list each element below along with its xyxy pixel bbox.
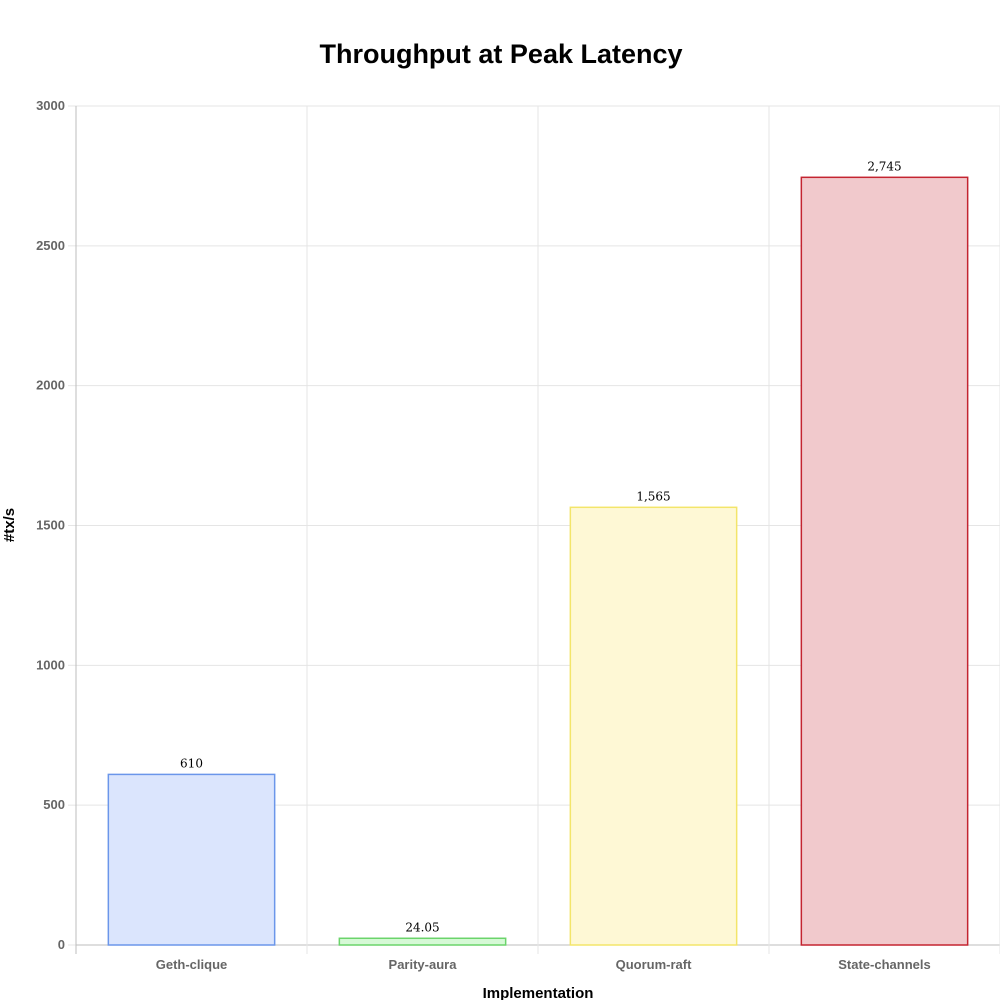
bar-quorum-raft[interactable] [569,506,738,946]
x-axis-title: Implementation [483,985,594,1000]
bar-state-channels[interactable] [800,176,969,946]
y-tick-label: 2500 [36,238,65,253]
data-label: 610 [180,756,203,770]
y-tick-label: 2000 [36,378,65,393]
y-tick-label: 1000 [36,657,65,672]
x-tick-label: Quorum-raft [616,957,693,972]
bar-parity-aura[interactable] [338,937,507,946]
bars [107,176,969,946]
data-labels: 610 24.05 1,565 2,745 [180,159,902,934]
y-tick-label: 1500 [36,518,65,533]
x-tick-label: State-channels [838,957,930,972]
chart-title: Throughput at Peak Latency [319,39,682,69]
y-axis-ticks: 0 500 1000 1500 2000 2500 3000 [36,98,65,952]
x-axis-ticks: Geth-clique Parity-aura Quorum-raft State-c… [156,957,931,972]
y-tick-label: 3000 [36,98,65,113]
data-label: 2,745 [867,159,901,173]
data-label: 1,565 [636,489,670,503]
x-tick-label: Parity-aura [389,957,458,972]
y-tick-label: 500 [43,797,65,812]
y-tick-label: 0 [58,937,65,952]
y-axis-title: #tx/s [1,508,18,542]
data-label: 24.05 [405,920,439,934]
bar-geth-clique[interactable] [107,773,276,946]
x-tick-label: Geth-clique [156,957,228,972]
